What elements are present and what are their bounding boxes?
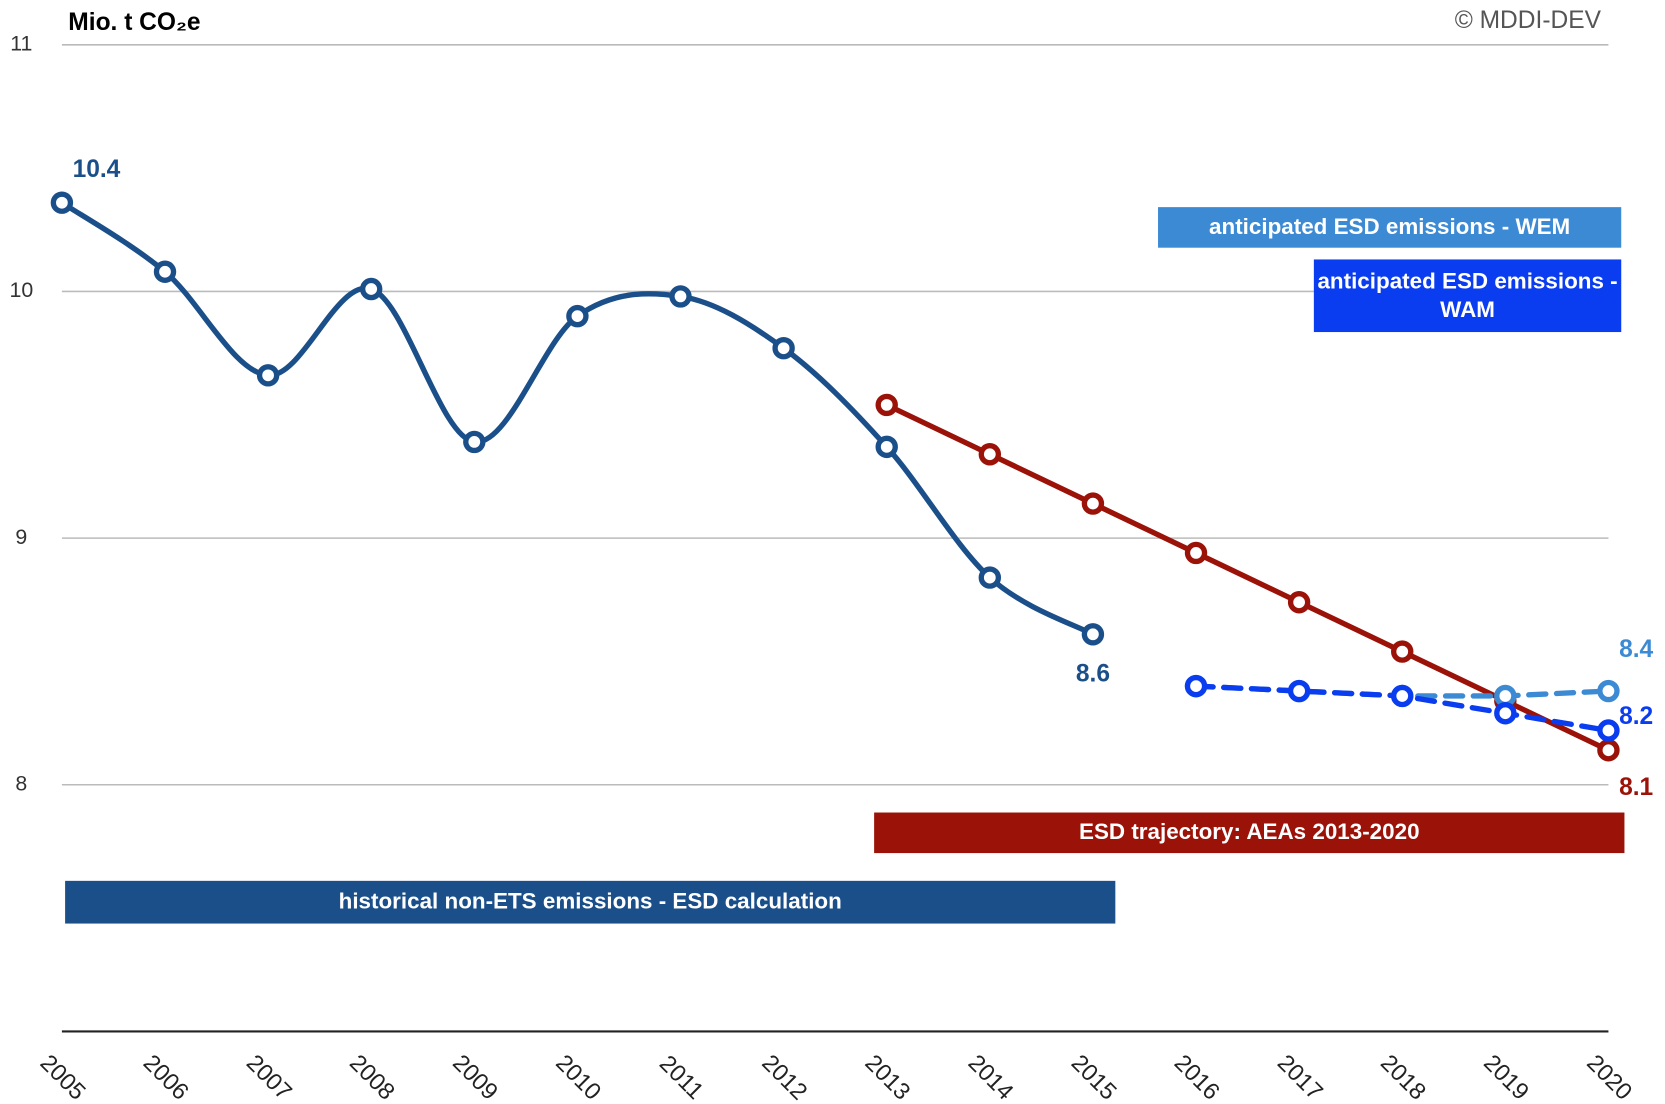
- legend-item: historical non-ETS emissions - ESD calcu…: [338, 889, 842, 915]
- data-point: [1597, 739, 1620, 762]
- x-tick-label: 2012: [757, 1049, 812, 1104]
- x-tick-label: 2011: [655, 1050, 709, 1104]
- data-point: [1287, 591, 1311, 614]
- series-line: [884, 402, 1612, 753]
- data-label: 8.2: [1619, 703, 1653, 730]
- data-point: [1494, 702, 1517, 725]
- x-tick-label: 2015: [1067, 1049, 1122, 1104]
- legend-box: [1158, 207, 1622, 248]
- data-point: [669, 285, 692, 308]
- x-tick-label: 2010: [551, 1049, 606, 1104]
- legend-box: [874, 812, 1625, 854]
- legend-label: anticipated ESD emissions - WAM: [1317, 268, 1618, 323]
- x-tick-label: 2016: [1170, 1049, 1225, 1104]
- x-tick-label: 2017: [1273, 1049, 1328, 1104]
- y-tick-label: 10: [9, 278, 33, 302]
- legend-label: ESD trajectory: AEAs 2013-2020: [1079, 820, 1420, 845]
- data-point: [360, 277, 383, 301]
- legend-item: anticipated ESD emissions - WEM: [1209, 214, 1571, 240]
- y-tick-label: 8: [15, 771, 27, 795]
- data-label: 10.4: [73, 156, 121, 183]
- data-point: [1184, 674, 1208, 698]
- legend-box: [1313, 259, 1622, 333]
- x-tick-label: 2019: [1479, 1049, 1534, 1104]
- x-tick-label: 2009: [448, 1049, 503, 1104]
- data-point: [153, 260, 177, 283]
- data-point: [1597, 679, 1620, 703]
- data-point: [875, 393, 898, 417]
- data-point: [1184, 541, 1208, 565]
- data-point: [772, 336, 795, 360]
- series-line: [59, 200, 1096, 637]
- data-label: 8.1: [1619, 774, 1653, 801]
- data-label: 8.6: [1076, 660, 1110, 687]
- y-tick-label: 11: [10, 31, 32, 55]
- data-point: [566, 304, 589, 328]
- data-point: [978, 566, 1002, 589]
- data-point: [1391, 684, 1414, 708]
- data-point: [875, 435, 898, 459]
- legend-label: anticipated ESD emissions - WEM: [1209, 214, 1571, 240]
- x-tick-label: 2005: [36, 1049, 91, 1104]
- legend-item: ESD trajectory: AEAs 2013-2020: [1079, 820, 1420, 845]
- data-point: [1287, 679, 1311, 703]
- data-label: 8.4: [1619, 636, 1653, 663]
- data-point: [1081, 623, 1105, 646]
- x-tick-label: 2020: [1582, 1049, 1637, 1104]
- data-point: [978, 443, 1002, 466]
- x-tick-label: 2008: [345, 1049, 400, 1104]
- source: © MDDI-DEV: [1455, 7, 1602, 34]
- x-tick-label: 2014: [963, 1049, 1018, 1104]
- y-tick-label: 9: [15, 525, 27, 549]
- x-tick-label: 2013: [860, 1049, 915, 1104]
- legend-box: [65, 880, 1116, 924]
- data-point: [463, 430, 486, 454]
- x-tick-label: 2018: [1376, 1049, 1431, 1104]
- legend-label: historical non-ETS emissions - ESD calcu…: [338, 889, 842, 915]
- data-point: [1081, 492, 1105, 515]
- data-point: [50, 191, 74, 214]
- x-tick-label: 2007: [242, 1049, 297, 1104]
- y-axis-label: Mio. t CO₂e: [68, 9, 200, 36]
- data-point: [1597, 719, 1620, 742]
- data-point: [1391, 640, 1414, 663]
- x-tick-label: 2006: [139, 1049, 194, 1104]
- data-point: [1494, 684, 1517, 708]
- legend-item: anticipated ESD emissions - WAM: [1317, 268, 1618, 323]
- data-point: [256, 364, 280, 387]
